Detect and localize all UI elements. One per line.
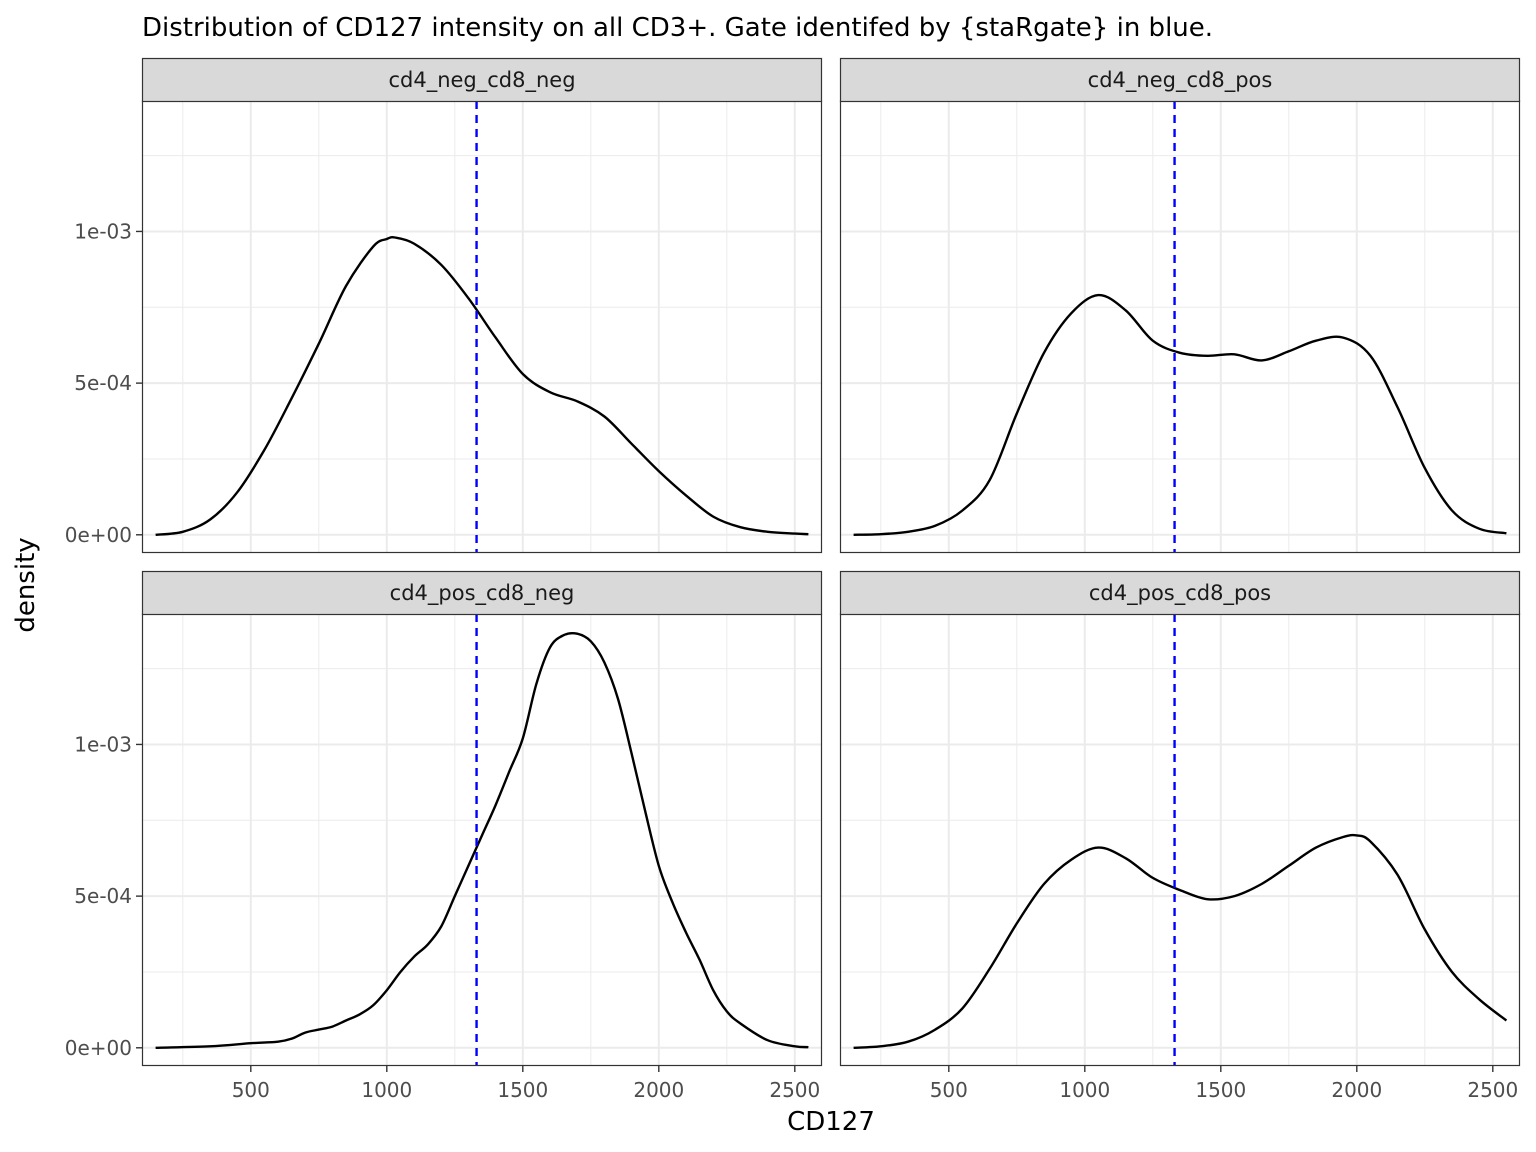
y-tick-label: 1e-03 bbox=[74, 219, 132, 243]
x-tick-label: 2500 bbox=[1467, 1078, 1518, 1102]
x-tick-label: 2500 bbox=[769, 1078, 820, 1102]
panel-background bbox=[840, 614, 1520, 1066]
facet-panels: cd4_neg_cd8_neg cd4_neg_cd8_pos cd4_pos_cd… bbox=[141, 57, 1521, 1067]
facet-strip bbox=[141, 570, 823, 616]
y-tick-label: 5e-04 bbox=[74, 884, 132, 908]
x-tick-label: 1500 bbox=[497, 1078, 548, 1102]
facet-label: cd4_pos_cd8_neg bbox=[390, 581, 575, 606]
x-axis: 500 1000 1500 2000 2500 500 1000 1500 2000 2500 bbox=[232, 1066, 1518, 1102]
panel-background bbox=[840, 101, 1520, 553]
facet-strip bbox=[839, 57, 1521, 103]
facet-label: cd4_neg_cd8_pos bbox=[1088, 68, 1273, 93]
x-axis-title: CD127 bbox=[787, 1107, 875, 1137]
y-tick-label: 0e+00 bbox=[65, 1036, 132, 1060]
density-line-cd4_neg_cd8_neg bbox=[155, 236, 809, 536]
chart-title: Distribution of CD127 intensity on all C… bbox=[142, 13, 1213, 43]
x-tick-label: 1500 bbox=[1195, 1078, 1246, 1102]
density-line-cd4_pos_cd8_neg bbox=[155, 631, 809, 1049]
facet-panel-cd4_neg_cd8_pos: cd4_neg_cd8_pos bbox=[839, 57, 1521, 554]
panel-background bbox=[142, 101, 822, 553]
facet-panel-cd4_pos_cd8_neg: cd4_pos_cd8_neg bbox=[141, 570, 823, 1067]
y-tick-label: 1e-03 bbox=[74, 732, 132, 756]
density-line-cd4_pos_cd8_pos bbox=[853, 833, 1508, 1049]
facet-label: cd4_pos_cd8_pos bbox=[1089, 581, 1271, 606]
facet-strip bbox=[141, 57, 823, 103]
facet-panel-cd4_neg_cd8_neg: cd4_neg_cd8_neg bbox=[141, 57, 823, 554]
y-tick-label: 0e+00 bbox=[65, 523, 132, 547]
facet-panel-cd4_pos_cd8_pos: cd4_pos_cd8_pos bbox=[839, 570, 1521, 1067]
facet-label: cd4_neg_cd8_neg bbox=[388, 68, 575, 93]
facet-strip bbox=[839, 570, 1521, 616]
y-axis: 0e+00 5e-04 1e-03 0e+00 5e-04 1e-03 bbox=[65, 219, 142, 1060]
y-axis-title: density bbox=[11, 537, 41, 632]
x-tick-label: 1000 bbox=[361, 1078, 412, 1102]
x-tick-label: 2000 bbox=[633, 1078, 684, 1102]
x-tick-label: 500 bbox=[930, 1078, 968, 1102]
density-line-cd4_neg_cd8_pos bbox=[853, 293, 1507, 536]
x-tick-label: 1000 bbox=[1059, 1078, 1110, 1102]
x-tick-label: 2000 bbox=[1331, 1078, 1382, 1102]
y-tick-label: 5e-04 bbox=[74, 371, 132, 395]
x-tick-label: 500 bbox=[232, 1078, 270, 1102]
panel-background bbox=[142, 614, 822, 1066]
